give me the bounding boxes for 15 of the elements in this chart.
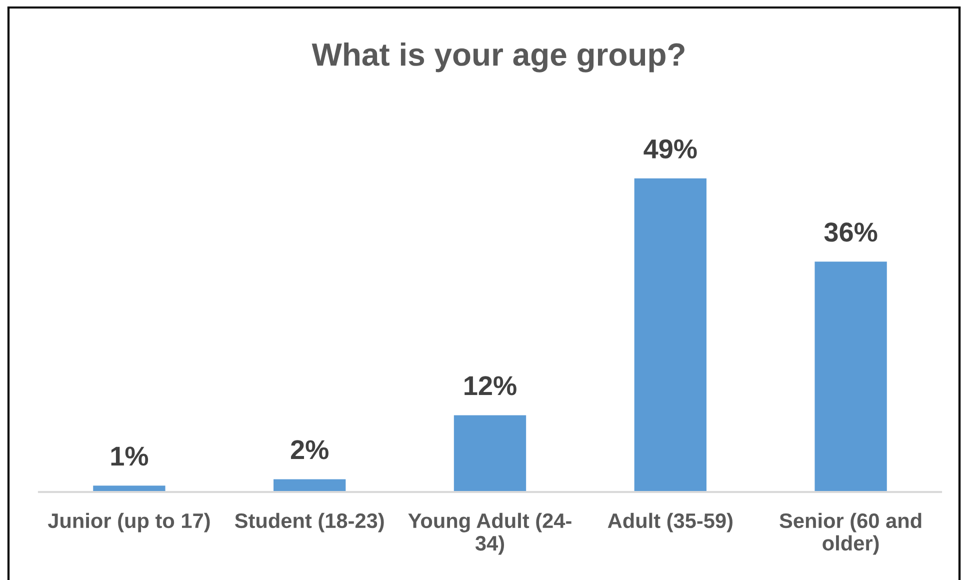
x-tick-label: Senior (60 and older) [780,512,922,555]
data-label: 12% [464,376,516,396]
bar [634,178,706,492]
chart-title: What is your age group? [312,42,684,72]
data-label: 1% [111,446,148,466]
bar [454,415,526,492]
x-tick-label: Junior (up to 17) [48,512,210,532]
bar [814,262,887,492]
data-label: 2% [290,440,328,460]
x-tick-label: Student (18-23) [234,512,384,532]
x-tick-label: Adult (35-59) [608,512,732,532]
data-label: 49% [644,139,697,159]
x-tick-label: Young Adult (24-34) [408,512,572,555]
data-label: 36% [824,222,878,242]
bar [274,479,346,492]
